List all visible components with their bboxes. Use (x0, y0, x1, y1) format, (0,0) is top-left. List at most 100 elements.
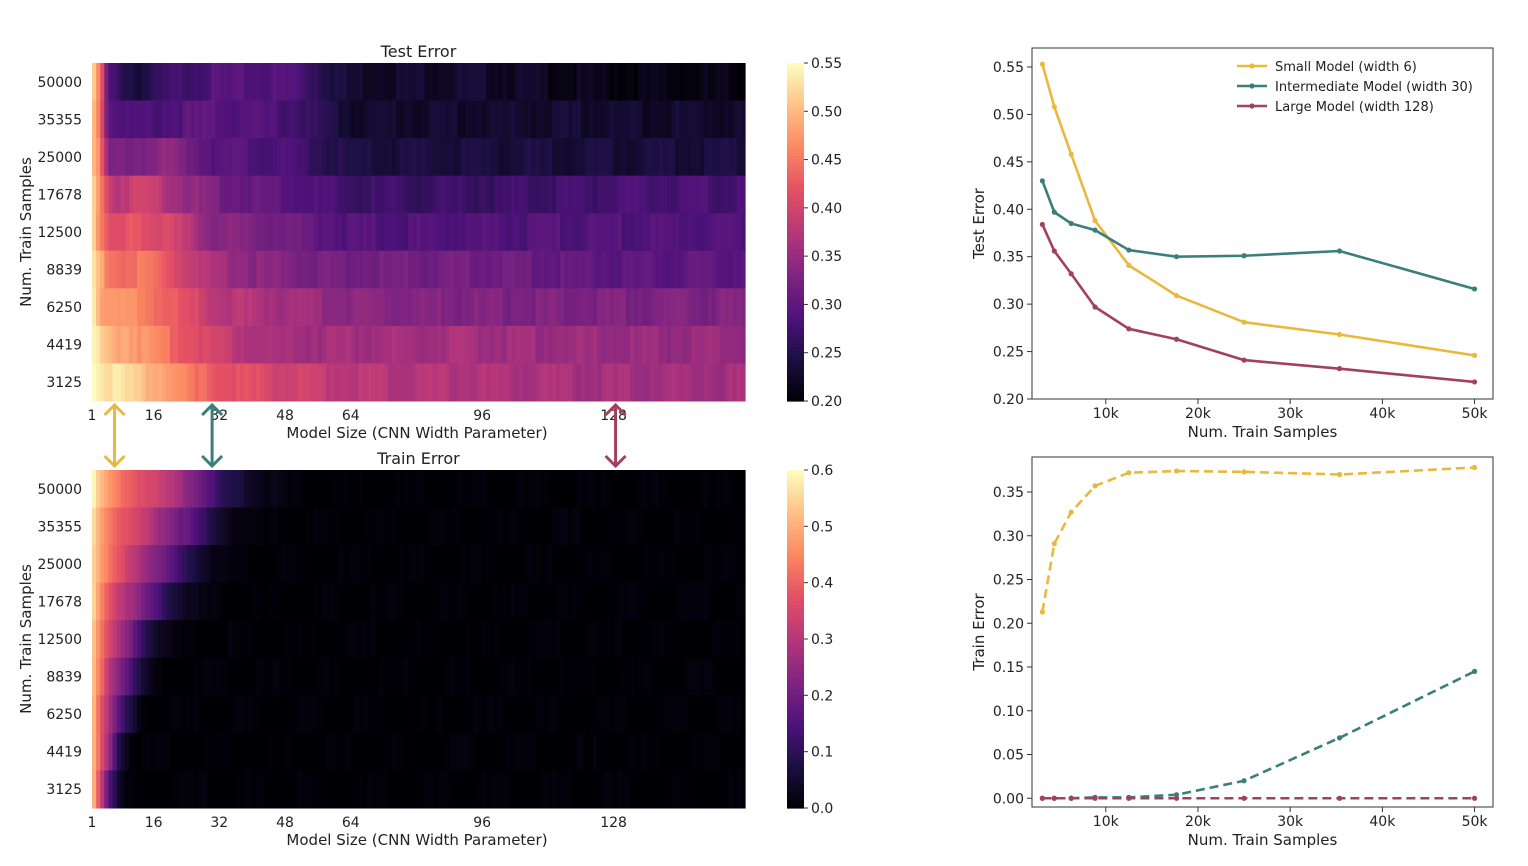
heatmap-cell (675, 695, 680, 734)
heatmap-cell (174, 620, 179, 659)
heatmap-cell (223, 695, 229, 734)
heatmap-cell (280, 620, 286, 659)
heatmap-cell (671, 363, 676, 402)
heatmap-cell (498, 325, 504, 364)
heatmap-cell (157, 657, 163, 696)
heatmap-cell (658, 288, 664, 327)
heatmap-cell (264, 250, 270, 289)
heatmap-cell (198, 288, 204, 327)
heatmap-cell (301, 325, 307, 364)
colorbar-swatch (787, 302, 804, 306)
heatmap-cell (276, 732, 282, 771)
heatmap-cell (646, 470, 652, 509)
heatmap-cell (289, 732, 294, 771)
heatmap-cell (724, 175, 730, 214)
heatmap-cell (539, 470, 545, 509)
colorbar-swatch (787, 478, 804, 482)
heatmap-cell (498, 770, 504, 809)
heatmap-cell (535, 620, 541, 659)
heatmap-cell (280, 470, 286, 509)
heatmap-cell (272, 732, 278, 771)
heatmap-cell (478, 213, 483, 252)
heatmap-cell (96, 175, 101, 214)
heatmap-cell (231, 250, 237, 289)
data-point (1471, 795, 1478, 801)
heatmap-cell (531, 288, 537, 327)
heatmap-cell (445, 363, 450, 402)
heatmap-cell (445, 100, 450, 139)
heatmap-cell (617, 545, 623, 584)
heatmap-cell (515, 695, 520, 734)
heatmap-cell (510, 732, 516, 771)
heatmap-cell (588, 213, 594, 252)
heatmap-cell (551, 325, 557, 364)
heatmap-cell (453, 213, 459, 252)
heatmap-cell (202, 213, 208, 252)
heatmap-cell (441, 288, 446, 327)
heatmap-cell (531, 695, 537, 734)
heatmap-cell (478, 620, 483, 659)
heatmap-cell (182, 545, 188, 584)
heatmap-cell (436, 507, 442, 546)
heatmap-cell (395, 657, 401, 696)
heatmap-row (92, 582, 746, 621)
heatmap-cell (428, 63, 434, 102)
heatmap-cell (519, 213, 524, 252)
heatmap-cell (428, 213, 434, 252)
heatmap-cell (666, 325, 672, 364)
heatmap-cell (662, 363, 668, 402)
heatmap-cell (346, 213, 352, 252)
heatmap-cell (260, 138, 266, 177)
heatmap-cell (498, 250, 504, 289)
heatmap-cell (346, 325, 352, 364)
heatmap-cell (260, 325, 266, 364)
heatmap-cell (510, 770, 516, 809)
heatmap-cell (116, 620, 122, 659)
y-tick-label: 0.40 (993, 202, 1024, 218)
heatmap-cell (363, 288, 368, 327)
colorbar-swatch (787, 77, 804, 81)
data-point (1092, 483, 1098, 489)
data-point (1336, 248, 1343, 254)
heatmap-cell (383, 288, 389, 327)
heatmap-cell (375, 325, 381, 364)
heatmap-cell (408, 657, 413, 696)
heatmap-cell (334, 770, 340, 809)
heatmap-cell (465, 138, 471, 177)
colorbar-swatch (787, 715, 804, 719)
colorbar-swatch (787, 237, 804, 242)
colorbar-swatch (787, 500, 804, 505)
heatmap-cell (708, 470, 713, 509)
heatmap-cell (588, 325, 594, 364)
heatmap-cell (461, 138, 467, 177)
heatmap-cell (108, 470, 114, 509)
colorbar-swatch (787, 675, 804, 680)
heatmap-cell (506, 175, 512, 214)
heatmap-cell (449, 325, 455, 364)
heatmap-cell (206, 100, 212, 139)
heatmap-cell (342, 582, 348, 621)
heatmap-cell (227, 620, 233, 659)
heatmap-cell (597, 138, 602, 177)
heatmap-cell (490, 250, 496, 289)
heatmap-cell (584, 250, 590, 289)
heatmap-cell (613, 507, 619, 546)
heatmap-cell (720, 175, 726, 214)
heatmap-cell (334, 657, 340, 696)
heatmap-cell (215, 545, 220, 584)
heatmap-cell (642, 657, 648, 696)
heatmap-cell (724, 657, 730, 696)
heatmap-cell (400, 100, 405, 139)
heatmap-cell (108, 175, 114, 214)
heatmap-cell (416, 325, 422, 364)
colorbar-swatch (787, 667, 804, 671)
heatmap-cell (276, 507, 282, 546)
heatmap-cell (699, 470, 705, 509)
heatmap-cell (432, 582, 438, 621)
colorbar-swatch (787, 664, 804, 668)
heatmap-cell (223, 507, 229, 546)
heatmap-cell (387, 325, 393, 364)
heatmap-cell (502, 470, 508, 509)
heatmap-cell (621, 620, 627, 659)
x-axis-label: Num. Train Samples (1188, 423, 1338, 441)
